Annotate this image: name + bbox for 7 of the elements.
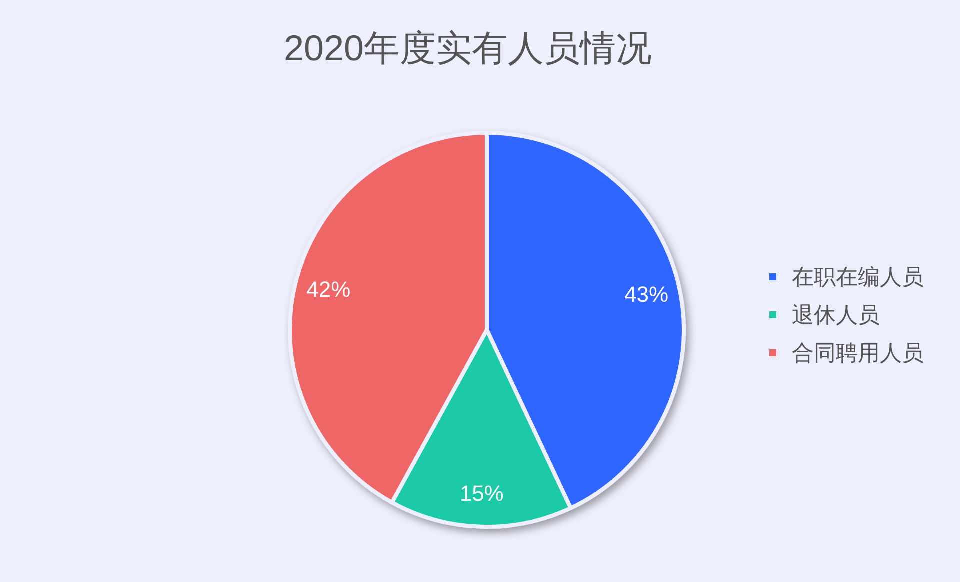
data-label: 43% — [624, 282, 669, 307]
data-label: 42% — [306, 276, 351, 302]
chart-title: 2020年度实有人员情况 — [284, 28, 652, 68]
legend-label: 合同聘用人员 — [792, 340, 924, 366]
legend-label: 在职在编人员 — [792, 264, 924, 290]
legend-label: 退休人员 — [792, 302, 880, 328]
data-label: 15% — [460, 480, 504, 506]
